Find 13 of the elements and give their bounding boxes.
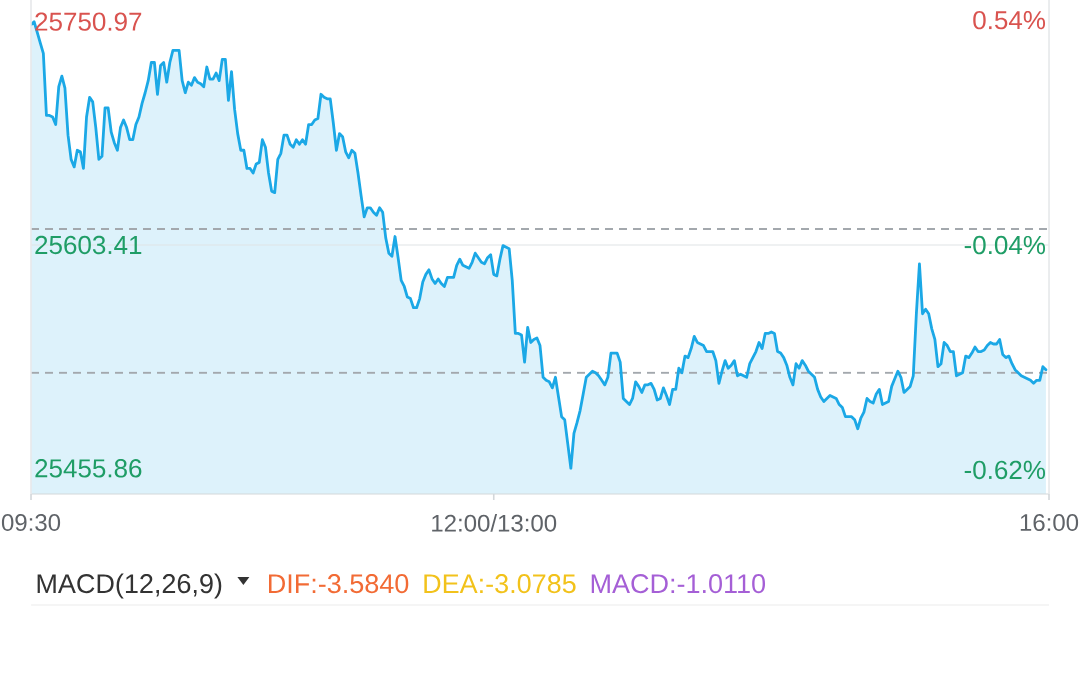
text: MACD(12,26,9): [37, 573, 222, 599]
y2-tick-label: 0.54%: [973, 10, 1046, 30]
y-tick-label: 25455.86: [35, 459, 142, 478]
text: DEA:-3.0785: [424, 574, 576, 594]
y-tick-label: 25750.97: [35, 12, 142, 31]
y2-tick-label: -0.62%: [964, 460, 1046, 480]
x-tick-label: 12:00/13:00: [432, 514, 557, 532]
y-tick-label: 25603.41: [35, 235, 142, 255]
x-tick-label: 09:30: [1, 514, 61, 532]
text: DIF:-3.5840: [269, 574, 409, 594]
text: MACD:-1.0110: [591, 574, 766, 594]
y2-tick-label: -0.04%: [964, 235, 1046, 255]
x-tick-label: 16:00: [1020, 514, 1079, 532]
